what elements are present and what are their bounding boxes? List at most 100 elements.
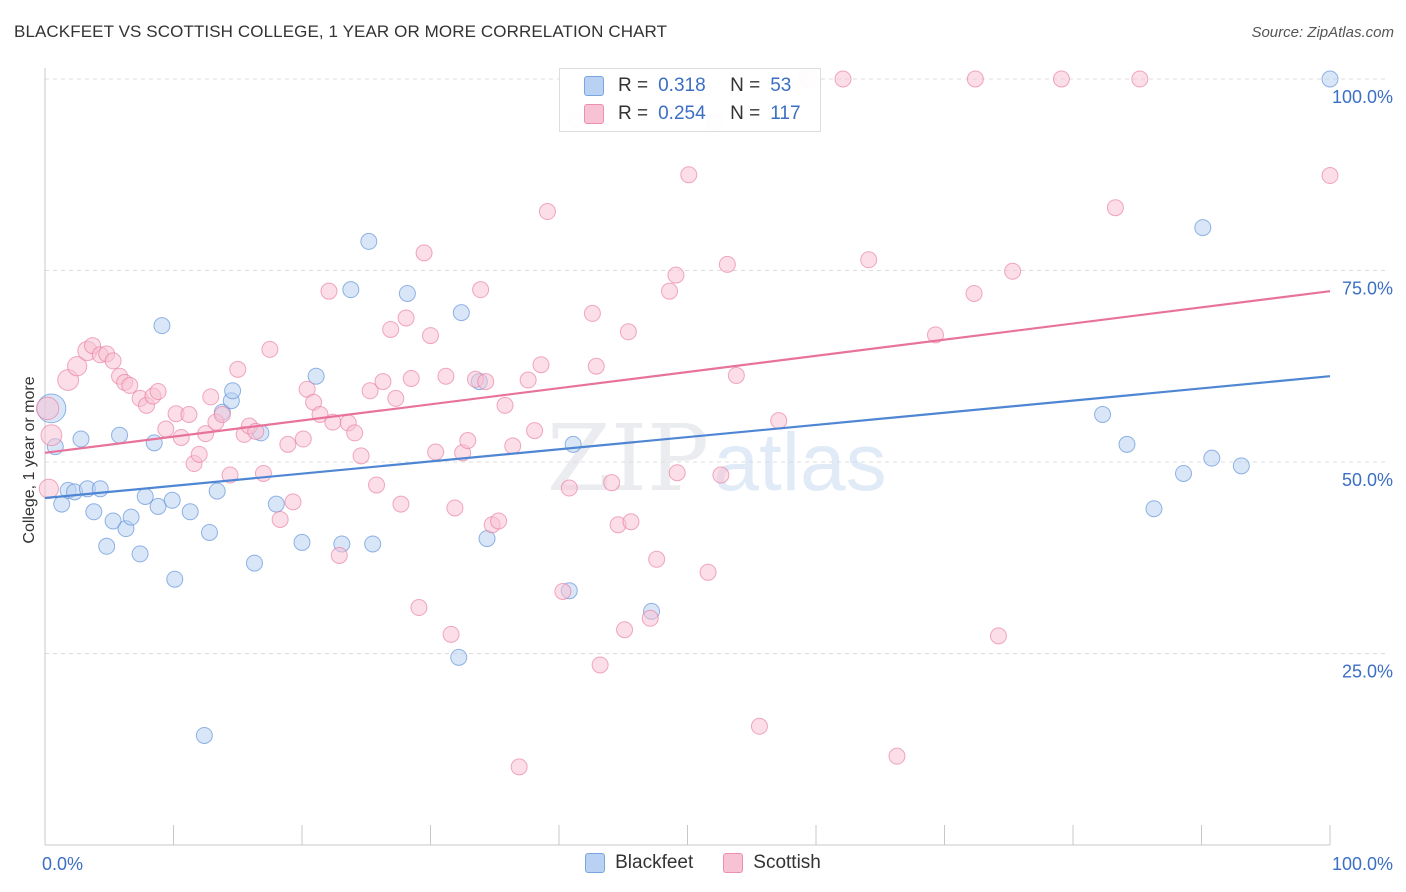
scottish-point-32 [254, 464, 272, 482]
legend-swatch-scottish [723, 853, 744, 873]
blackfeet-point-42 [564, 435, 582, 453]
scottish-point-113 [1131, 70, 1149, 88]
blackfeet-point-34 [342, 281, 360, 299]
blackfeet-point-11 [111, 426, 129, 444]
scottish-point-65 [472, 281, 490, 299]
blackfeet-point-50 [1203, 449, 1221, 467]
legend-swatch-blackfeet [585, 853, 606, 873]
blackfeet-point-21 [181, 503, 199, 521]
scottish-point-73 [526, 422, 544, 440]
scottish-point-75 [538, 203, 556, 221]
scottish-point-24 [202, 388, 220, 406]
scottish-point-49 [374, 373, 392, 391]
scottish-point-81 [591, 656, 609, 674]
scottish-point-50 [382, 320, 400, 338]
scottish-point-2 [38, 478, 59, 499]
scottish-point-60 [442, 625, 460, 643]
y-tick-label-3: 100.0% [1332, 87, 1393, 107]
scottish-point-90 [667, 266, 685, 284]
blackfeet-point-31 [293, 533, 311, 551]
bottom-legend: Blackfeet Scottish [0, 852, 1406, 874]
scottish-point-79 [583, 304, 601, 322]
scottish-point-22 [190, 445, 208, 463]
scottish-point-107 [966, 70, 984, 88]
scottish-point-43 [330, 546, 348, 564]
x-tick-label-0: 0.0% [42, 854, 83, 874]
blackfeet-point-51 [1232, 457, 1250, 475]
scottish-point-12 [121, 376, 139, 394]
scottish-point-99 [750, 717, 768, 735]
legend-swatch-scottish [584, 104, 604, 124]
scottish-point-61 [446, 499, 464, 517]
scottish-point-71 [510, 758, 528, 776]
blackfeet-point-47 [1145, 500, 1163, 518]
legend-row-scottish: R = 0.254 N = 117 [584, 101, 801, 127]
blackfeet-point-19 [163, 491, 181, 509]
scottish-point-74 [532, 356, 550, 374]
blackfeet-point-30 [267, 495, 285, 513]
blackfeet-point-18 [153, 317, 171, 335]
scottish-point-94 [699, 563, 717, 581]
scottish-point-92 [680, 166, 698, 184]
scottish-point-47 [361, 382, 379, 400]
blackfeet-point-35 [360, 232, 378, 250]
watermark: ZIP atlas [547, 405, 887, 512]
scottish-point-56 [415, 244, 433, 262]
scottish-point-110 [1004, 262, 1022, 280]
scottish-point-70 [504, 437, 522, 455]
scottish-point-66 [477, 373, 495, 391]
scottish-point-68 [490, 512, 508, 530]
legend-r-value: 0.318 [658, 75, 706, 96]
legend-box: R = 0.318 N = 53 R = 0.254 N = 117 [559, 68, 821, 132]
scottish-point-80 [587, 357, 605, 375]
blackfeet-point-27 [224, 382, 242, 400]
scottish-point-41 [320, 282, 338, 300]
scottish-point-109 [989, 627, 1007, 645]
y-tick-label-0: 25.0% [1342, 662, 1393, 682]
blackfeet-point-23 [200, 523, 218, 541]
blackfeet-point-45 [1094, 406, 1112, 424]
scottish-point-4 [67, 356, 88, 377]
x-tick-label-1: 100.0% [1332, 854, 1393, 874]
blackfeet-point-9 [98, 537, 116, 555]
scottish-point-53 [397, 309, 415, 327]
legend-item-blackfeet[interactable]: Blackfeet [585, 852, 693, 874]
blackfeet-point-20 [166, 570, 184, 588]
blackfeet-point-5 [72, 430, 90, 448]
scottish-point-72 [519, 371, 537, 389]
chart-title: BLACKFEET VS SCOTTISH COLLEGE, 1 YEAR OR… [14, 22, 668, 41]
scottish-point-36 [284, 493, 302, 511]
blackfeet-point-22 [195, 726, 213, 744]
scottish-point-76 [554, 582, 572, 600]
scottish-point-106 [927, 326, 945, 344]
legend-label-scottish: Scottish [753, 852, 821, 873]
scottish-point-112 [1106, 199, 1124, 217]
scottish-point-55 [410, 599, 428, 617]
blackfeet-point-8 [91, 480, 109, 498]
axes [44, 68, 1331, 846]
legend-r-key: R = [618, 103, 649, 124]
blackfeet-point-24 [208, 482, 226, 500]
scottish-point-9 [104, 352, 122, 370]
tick-labels: 25.0% 50.0% 75.0% 100.0% 0.0% 100.0% [42, 87, 1393, 874]
legend-swatch-blackfeet [584, 76, 604, 96]
blackfeet-point-37 [398, 284, 416, 302]
source-label: Source: ZipAtlas.com [1251, 24, 1394, 41]
blackfeet-point-7 [85, 503, 103, 521]
watermark-atlas: atlas [713, 417, 886, 508]
scottish-point-48 [368, 476, 386, 494]
scottish-point-28 [229, 360, 247, 378]
scottish-point-26 [213, 406, 231, 424]
scottish-point-0 [35, 396, 60, 421]
blackfeet-point-28 [245, 554, 263, 572]
scottish-point-114 [1321, 167, 1339, 185]
blackfeet-point-36 [364, 535, 382, 553]
scottish-point-84 [616, 621, 634, 639]
grid-lines [45, 78, 1385, 654]
legend-n-key: N = [730, 75, 761, 96]
blackfeet-point-38 [450, 648, 468, 666]
legend-item-scottish[interactable]: Scottish [723, 852, 821, 874]
scottish-point-77 [560, 479, 578, 497]
legend-r-key: R = [618, 75, 649, 96]
blackfeet-point-39 [452, 304, 470, 322]
